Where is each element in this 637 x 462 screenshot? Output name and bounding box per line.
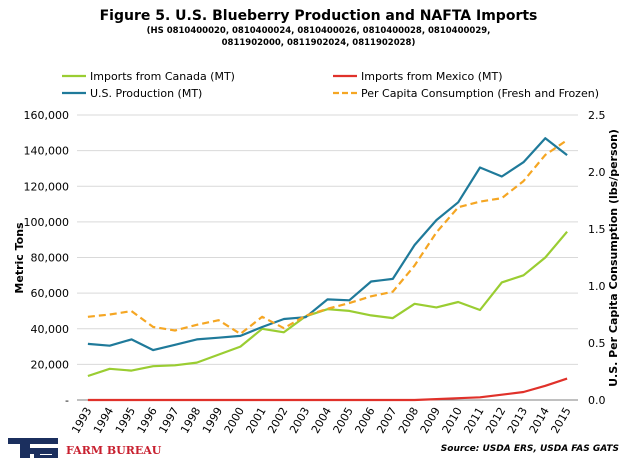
x-tick-label: 2004 [309, 405, 334, 436]
legend: Imports from Canada (MT) Imports from Mex… [62, 70, 599, 100]
x-tick-label: 2003 [287, 405, 312, 436]
x-tick-label: 1999 [200, 405, 225, 436]
legend-label-0: Imports from Canada (MT) [90, 70, 235, 83]
x-tick-label: 2000 [222, 405, 247, 436]
y-tick-label: 160,000 [24, 109, 70, 122]
logo-text: FARM BUREAU [66, 444, 162, 457]
y2-tick-label: 1.5 [588, 223, 606, 236]
x-tick-label: 2002 [265, 405, 290, 436]
x-tick-label: 2014 [527, 405, 552, 436]
x-tick-label: 2011 [461, 405, 486, 436]
y2-tick-label: 1.0 [588, 280, 606, 293]
x-tick-label: 2006 [352, 405, 377, 436]
y-tick-label: 100,000 [24, 216, 70, 229]
gridlines [77, 114, 578, 401]
axes: - 20,000 40,000 60,000 80,000 100,000 120,000 1… [24, 109, 606, 436]
x-tick-label: 2015 [548, 405, 573, 436]
chart-title: Figure 5. U.S. Blueberry Production and … [99, 8, 538, 24]
y-tick-label: 140,000 [24, 145, 70, 158]
legend-label-3: Per Capita Consumption (Fresh and Frozen… [361, 87, 599, 100]
x-tick-label: 1995 [113, 405, 138, 436]
x-tick-label: 1996 [135, 405, 160, 436]
y2-tick-label: 2.0 [588, 166, 606, 179]
x-tick-label: 2008 [396, 405, 421, 436]
source-note: Source: USDA ERS, USDA FAS GATS [440, 444, 619, 454]
series-line-0 [87, 230, 568, 378]
legend-label-2: U.S. Production (MT) [90, 87, 202, 100]
y-tick-label: - [65, 394, 69, 407]
x-tick-label: 2005 [331, 405, 356, 436]
chart-subtitle-line-1: (HS 0810400020, 0810400024, 0810400026, … [146, 26, 491, 36]
series-line-2 [87, 137, 568, 352]
farm-bureau-emblem-icon [8, 438, 58, 458]
x-tick-label: 1998 [178, 405, 203, 436]
y-tick-label: 40,000 [31, 323, 70, 336]
legend-label-1: Imports from Mexico (MT) [361, 70, 503, 83]
x-tick-label: 2010 [440, 405, 465, 436]
x-tick-label: 2013 [505, 405, 530, 436]
series-line-3 [87, 139, 568, 335]
y2-tick-label: 0.5 [588, 337, 606, 350]
y-axis-title: Metric Tons [13, 222, 26, 294]
x-tick-label: 1994 [91, 405, 116, 436]
y2-tick-label: 2.5 [588, 109, 606, 122]
x-tick-label: 2007 [374, 405, 399, 436]
y2-tick-label: 0.0 [588, 394, 606, 407]
x-tick-label: 1997 [156, 405, 181, 436]
farm-bureau-logo: FARM BUREAU [6, 434, 176, 460]
y-tick-label: 120,000 [24, 180, 70, 193]
y-tick-label: 80,000 [31, 252, 70, 265]
y-tick-label: 20,000 [31, 358, 70, 371]
series-lines [87, 137, 568, 402]
x-tick-label: 1993 [69, 405, 94, 436]
y2-axis-title: U.S. Per Capita Consumption (lbs/person) [607, 129, 620, 387]
x-tick-label: 2001 [243, 405, 268, 436]
y-tick-label: 60,000 [31, 287, 70, 300]
x-tick-label: 2009 [418, 405, 443, 436]
x-tick-label: 2012 [483, 405, 508, 436]
chart-subtitle-line-2: 0811902000, 0811902024, 0811902028) [221, 38, 416, 48]
series-line-1 [87, 377, 568, 402]
